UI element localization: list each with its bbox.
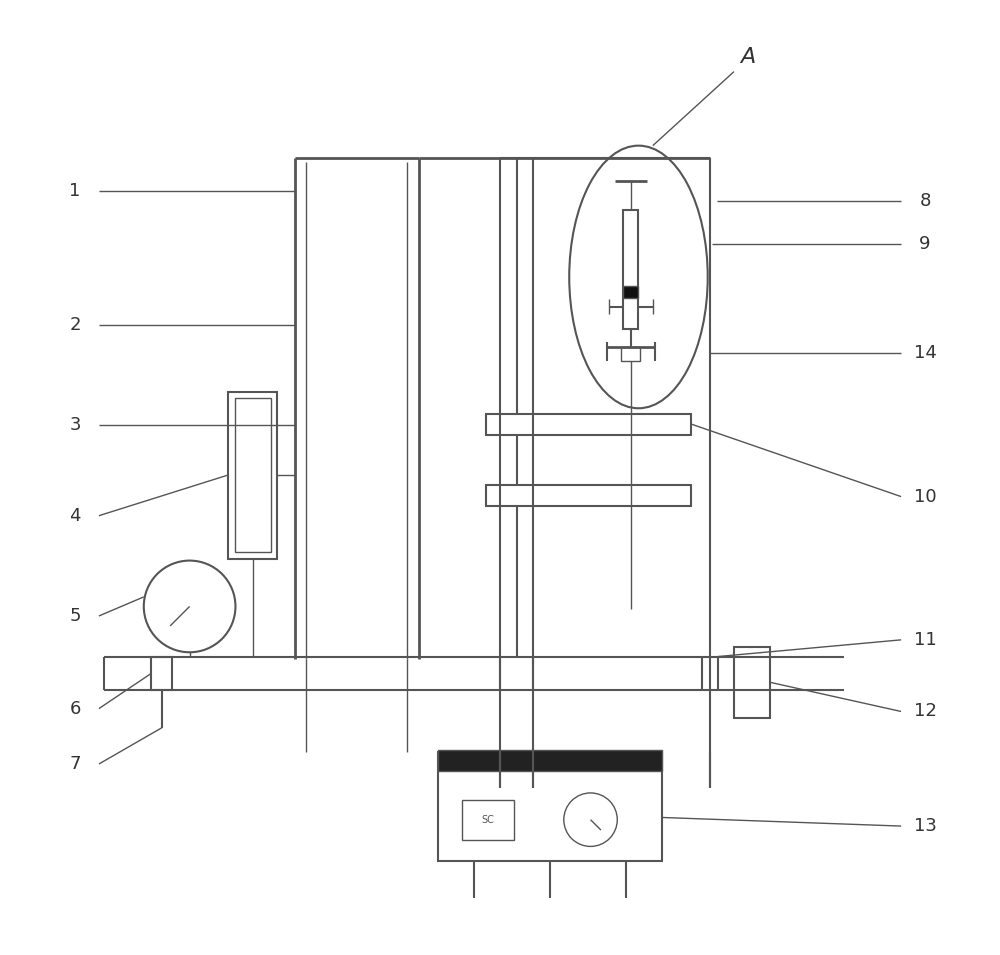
Bar bbox=[151, 657, 172, 690]
Bar bbox=[621, 347, 640, 361]
Bar bbox=[438, 752, 662, 861]
Text: 1: 1 bbox=[69, 182, 81, 200]
Text: 8: 8 bbox=[919, 192, 931, 209]
Bar bbox=[486, 414, 691, 435]
Text: 7: 7 bbox=[69, 755, 81, 773]
Text: 10: 10 bbox=[914, 488, 936, 505]
Text: 5: 5 bbox=[69, 607, 81, 625]
Bar bbox=[623, 286, 638, 298]
Bar bbox=[235, 398, 271, 552]
Text: 6: 6 bbox=[69, 700, 81, 717]
Bar bbox=[438, 750, 662, 771]
Circle shape bbox=[564, 793, 617, 846]
Text: 3: 3 bbox=[69, 416, 81, 434]
Bar bbox=[734, 647, 770, 718]
Text: SC: SC bbox=[482, 816, 494, 825]
Text: 2: 2 bbox=[69, 316, 81, 333]
Text: 12: 12 bbox=[914, 703, 936, 720]
Text: 4: 4 bbox=[69, 507, 81, 524]
Bar bbox=[623, 210, 638, 329]
Bar bbox=[462, 800, 514, 840]
Text: 11: 11 bbox=[914, 631, 936, 648]
Text: A: A bbox=[741, 48, 756, 67]
Text: 14: 14 bbox=[914, 345, 936, 362]
Text: 9: 9 bbox=[919, 235, 931, 252]
Bar bbox=[486, 485, 691, 506]
Text: 13: 13 bbox=[914, 817, 936, 835]
Circle shape bbox=[144, 561, 235, 652]
Bar bbox=[228, 392, 277, 559]
